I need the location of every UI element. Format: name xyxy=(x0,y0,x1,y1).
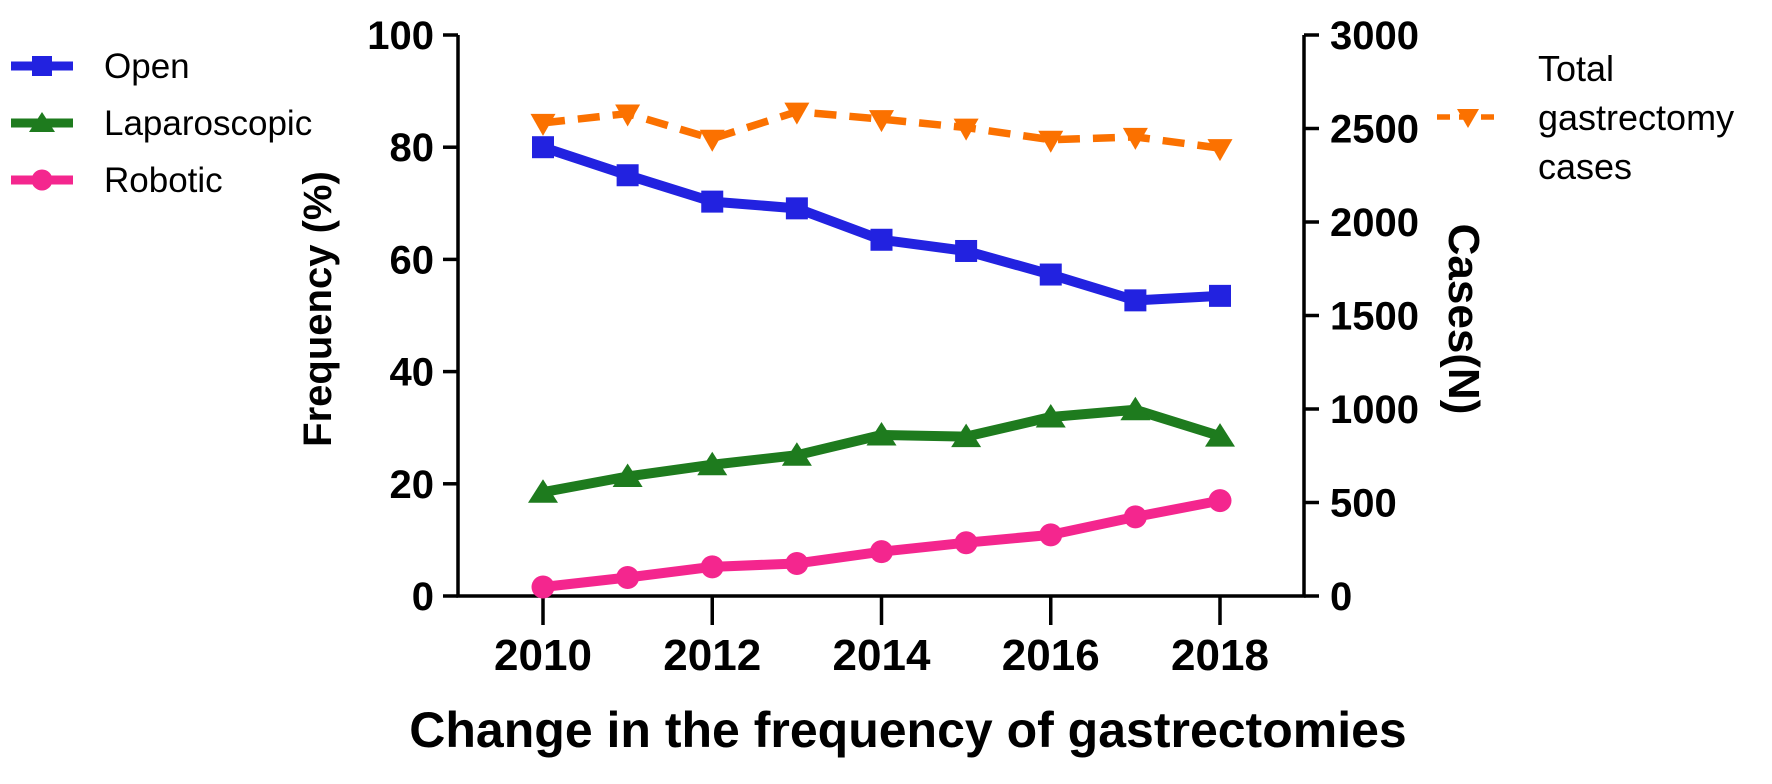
left-axis: 0 20 40 60 80 100 xyxy=(367,14,458,619)
svg-text:100: 100 xyxy=(367,14,434,58)
legend-item-open: Open xyxy=(10,42,312,90)
robotic-legend-marker-icon xyxy=(11,169,73,191)
svg-text:2010: 2010 xyxy=(494,631,592,680)
svg-text:2014: 2014 xyxy=(833,631,931,680)
right-axis-title: Cases(N) xyxy=(1439,223,1488,415)
legend-label: gastrectomy xyxy=(1538,97,1735,138)
svg-text:0: 0 xyxy=(412,575,434,619)
total-legend-marker-icon xyxy=(1437,109,1499,128)
series-total-gastrectomy-cases xyxy=(530,102,1233,162)
legend-item-total-cases: Total gastrectomy cases xyxy=(1538,44,1734,191)
chart-title: Change in the frequency of gastrectomies xyxy=(409,702,1407,758)
series-open xyxy=(532,136,1231,312)
legend-item-laparoscopic: Laparoscopic xyxy=(10,99,312,147)
legend-label: Robotic xyxy=(104,160,223,200)
svg-text:0: 0 xyxy=(1330,575,1352,619)
svg-text:2016: 2016 xyxy=(1002,631,1100,680)
legend-label: Open xyxy=(104,46,190,86)
svg-text:2000: 2000 xyxy=(1330,201,1419,245)
legend-label: Total xyxy=(1538,48,1615,89)
svg-text:80: 80 xyxy=(390,126,435,170)
legend-label: Laparoscopic xyxy=(104,103,313,143)
svg-text:2018: 2018 xyxy=(1171,631,1269,680)
right-axis: 0 500 1000 1500 2000 2500 3000 xyxy=(1304,14,1419,619)
svg-text:60: 60 xyxy=(390,238,435,282)
open-legend-marker-icon xyxy=(11,56,73,76)
svg-text:1500: 1500 xyxy=(1330,295,1419,339)
svg-text:40: 40 xyxy=(390,351,435,395)
svg-text:20: 20 xyxy=(390,463,435,507)
legend-label: cases xyxy=(1538,146,1633,187)
series-robotic xyxy=(531,489,1232,599)
legend-left: Open Laparoscopic Robotic xyxy=(10,42,312,204)
series-laparoscopic xyxy=(528,396,1235,503)
svg-text:500: 500 xyxy=(1330,482,1397,526)
x-axis: 2010 2012 2014 2016 2018 xyxy=(494,596,1269,680)
left-axis-title: Frequency (%) xyxy=(296,171,340,447)
laparoscopic-legend-marker-icon xyxy=(11,112,73,132)
legend-item-robotic: Robotic xyxy=(10,156,312,204)
svg-text:1000: 1000 xyxy=(1330,388,1419,432)
svg-text:2012: 2012 xyxy=(663,631,761,680)
svg-text:2500: 2500 xyxy=(1330,108,1419,152)
svg-text:3000: 3000 xyxy=(1330,14,1419,58)
